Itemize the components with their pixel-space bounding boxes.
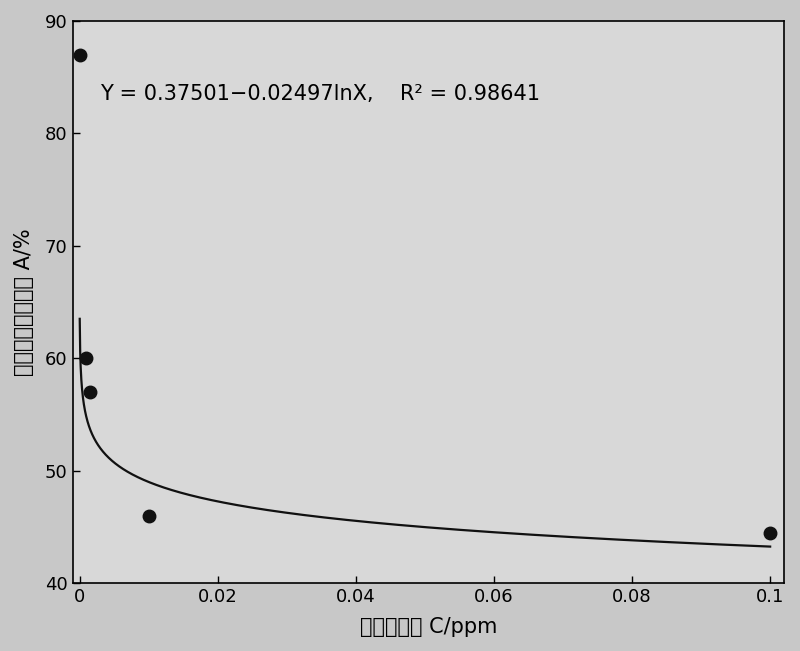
Point <box>80 353 93 363</box>
Point <box>764 527 777 538</box>
Point <box>83 387 96 397</box>
X-axis label: 氧化钓浓度 C/ppm: 氧化钓浓度 C/ppm <box>359 617 497 637</box>
Text: Y = 0.37501−0.02497lnX,    R² = 0.98641: Y = 0.37501−0.02497lnX, R² = 0.98641 <box>100 84 540 104</box>
Point <box>142 510 155 521</box>
Y-axis label: 漆酶蛋白残留活性 A/%: 漆酶蛋白残留活性 A/% <box>14 229 34 376</box>
Point <box>74 49 86 60</box>
